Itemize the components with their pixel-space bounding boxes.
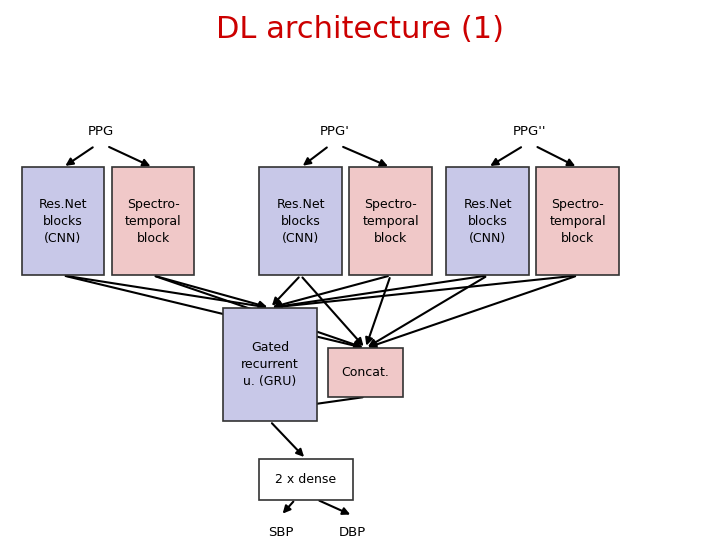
Text: Spectro-
temporal
block: Spectro- temporal block [362,198,419,245]
FancyBboxPatch shape [328,348,403,397]
FancyBboxPatch shape [349,167,432,275]
Text: DL architecture (1): DL architecture (1) [216,15,504,44]
Text: Res.Net
blocks
(CNN): Res.Net blocks (CNN) [464,198,512,245]
Text: PPG: PPG [88,125,114,138]
FancyBboxPatch shape [259,167,342,275]
FancyBboxPatch shape [259,459,353,500]
Text: DBP: DBP [339,526,366,539]
FancyBboxPatch shape [22,167,104,275]
FancyBboxPatch shape [112,167,194,275]
FancyBboxPatch shape [223,308,317,421]
Text: Concat.: Concat. [341,366,390,379]
FancyBboxPatch shape [446,167,529,275]
Text: Spectro-
temporal
block: Spectro- temporal block [549,198,606,245]
Text: 2 x dense: 2 x dense [276,472,336,486]
Text: Gated
recurrent
u. (GRU): Gated recurrent u. (GRU) [241,341,299,388]
Text: Res.Net
blocks
(CNN): Res.Net blocks (CNN) [276,198,325,245]
Text: PPG'': PPG'' [513,125,546,138]
FancyBboxPatch shape [536,167,619,275]
Text: Res.Net
blocks
(CNN): Res.Net blocks (CNN) [39,198,87,245]
Text: SBP: SBP [268,526,294,539]
Text: PPG': PPG' [320,125,350,138]
Text: Spectro-
temporal
block: Spectro- temporal block [125,198,181,245]
